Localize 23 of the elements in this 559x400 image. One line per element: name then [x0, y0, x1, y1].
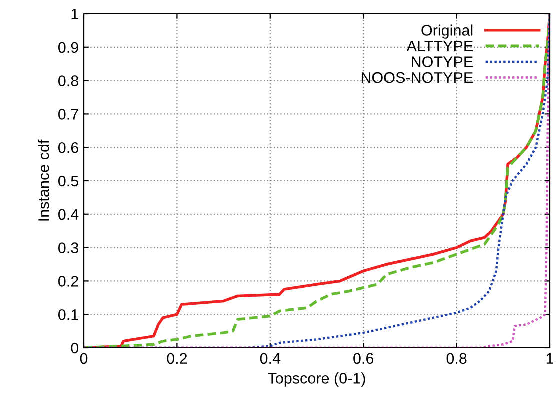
- y-tick-label: 0.3: [58, 242, 78, 254]
- x-tick-label: 0: [80, 353, 88, 364]
- y-tick-label: 1: [72, 9, 78, 20]
- y-axis-title: Instance cdf: [38, 140, 50, 221]
- legend-label: ALTTYPE: [406, 41, 473, 52]
- x-axis-title: Topscore (0-1): [268, 372, 366, 387]
- legend-label: NOOS-NOTYPE: [362, 72, 473, 84]
- y-tick-label: 0.4: [58, 209, 79, 220]
- y-tick-label: 0.6: [58, 142, 78, 154]
- y-tick-label: 0: [71, 342, 79, 354]
- x-tick-label: 0.8: [446, 353, 467, 364]
- y-tick-label: 0.9: [58, 42, 78, 54]
- x-tick-label: 1: [546, 353, 554, 364]
- y-tick-label: 0.7: [58, 109, 78, 120]
- x-tick-label: 0.6: [354, 353, 374, 364]
- y-tick-label: 0.1: [58, 309, 78, 320]
- legend-label: NOTYPE: [412, 56, 473, 68]
- y-tick-label: 0.2: [58, 276, 78, 287]
- y-tick-label: 0.5: [58, 176, 78, 187]
- x-tick-label: 0.2: [167, 353, 188, 364]
- legend-label: Original: [422, 24, 473, 39]
- x-tick-label: 0.4: [260, 353, 281, 364]
- y-tick-label: 0.8: [58, 76, 78, 86]
